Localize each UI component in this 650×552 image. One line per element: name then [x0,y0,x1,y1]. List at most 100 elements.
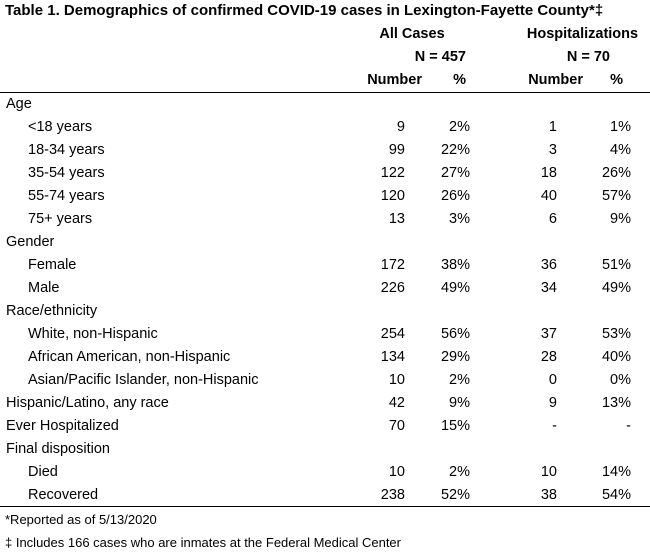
all-cases-number: 10 [388,372,405,388]
row-label: 75+ years [28,211,93,227]
hospitalizations-number: 9 [548,395,557,411]
hospitalizations-number: 34 [540,280,557,296]
all-cases-percent: 56% [440,326,470,342]
row-label: Age [6,96,32,112]
all-cases-percent: 52% [440,487,470,503]
row-label: Ever Hospitalized [6,418,119,434]
table-row: 55-74 years 120 26% 40 57% [0,185,650,208]
hospitalizations-number: 6 [548,211,557,227]
all-cases-percent: 29% [440,349,470,365]
number-header-all: Number [367,72,422,88]
hospitalizations-percent: 49% [601,280,631,296]
all-cases-percent: 9% [449,395,470,411]
row-label: Final disposition [6,441,110,457]
all-cases-percent: 27% [440,165,470,181]
hospitalizations-number: 3 [548,142,557,158]
all-cases-number: 10 [388,464,405,480]
percent-header-all: % [453,72,466,88]
row-label: Race/ethnicity [6,303,98,319]
hospitalizations-percent: 57% [601,188,631,204]
footer-divider [0,506,650,507]
row-label: <18 years [28,119,93,135]
all-cases-number: 70 [388,418,405,434]
all-cases-percent: 22% [440,142,470,158]
hospitalizations-number: 38 [540,487,557,503]
all-cases-number: 254 [380,326,405,342]
all-cases-number: 172 [380,257,405,273]
header-divider [0,92,650,93]
row-label: White, non-Hispanic [28,326,158,342]
row-label: African American, non-Hispanic [28,349,231,365]
table-row: Asian/Pacific Islander, non-Hispanic 10 2%… [0,369,650,392]
table-row: 35-54 years 122 27% 18 26% [0,162,650,185]
hospitalizations-number: 18 [540,165,557,181]
hospitalizations-number: 28 [540,349,557,365]
table-row: African American, non-Hispanic 134 29% 28 40… [0,346,650,369]
all-cases-number: 238 [380,487,405,503]
hospitalizations-percent: 54% [601,487,631,503]
table-row: Ever Hospitalized 70 15% - - [0,415,650,438]
row-label: 55-74 years [28,188,105,204]
all-cases-percent: 26% [440,188,470,204]
all-cases-percent: 3% [449,211,470,227]
table-row: White, non-Hispanic 254 56% 37 53% [0,323,650,346]
row-label: Hispanic/Latino, any race [6,395,169,411]
row-label: Gender [6,234,55,250]
table-title: Table 1. Demographics of confirmed COVID… [5,2,604,19]
row-label: 18-34 years [28,142,105,158]
hospitalizations-percent: 26% [601,165,631,181]
all-cases-percent: 2% [449,372,470,388]
table-row: Hispanic/Latino, any race 42 9% 9 13% [0,392,650,415]
table-row: Gender [0,231,650,254]
table-row: Died 10 2% 10 14% [0,461,650,484]
all-cases-percent: 2% [449,119,470,135]
hospitalizations-number: 0 [548,372,557,388]
all-cases-number: 13 [388,211,405,227]
all-cases-n: N = 457 [414,49,466,65]
hospitalizations-percent: 51% [601,257,631,273]
hospitalizations-percent: 14% [601,464,631,480]
table-row: Recovered 238 52% 38 54% [0,484,650,507]
hospitalizations-header: Hospitalizations [526,26,639,42]
table-row: Age [0,93,650,116]
all-cases-percent: 49% [440,280,470,296]
table-row: 75+ years 13 3% 6 9% [0,208,650,231]
hospitalizations-percent: - [626,418,631,434]
hospitalizations-percent: 1% [610,119,631,135]
all-cases-number: 122 [380,165,405,181]
table-row: <18 years 9 2% 1 1% [0,116,650,139]
row-label: Died [28,464,58,480]
table-row: Female 172 38% 36 51% [0,254,650,277]
all-cases-number: 120 [380,188,405,204]
table-row: Race/ethnicity [0,300,650,323]
row-label: Asian/Pacific Islander, non-Hispanic [28,372,259,388]
hospitalizations-percent: 9% [610,211,631,227]
row-label: 35-54 years [28,165,105,181]
all-cases-number: 42 [388,395,405,411]
hospitalizations-number: 37 [540,326,557,342]
hospitalizations-percent: 53% [601,326,631,342]
hospitalizations-number: 36 [540,257,557,273]
hospitalizations-number: - [552,418,557,434]
table-row: Final disposition [0,438,650,461]
hospitalizations-number: 1 [548,119,557,135]
all-cases-number: 134 [380,349,405,365]
footnote-reported-date: *Reported as of 5/13/2020 [5,512,157,527]
hospitalizations-percent: 4% [610,142,631,158]
footnote-inmates: ‡ Includes 166 cases who are inmates at … [5,535,401,550]
all-cases-percent: 2% [449,464,470,480]
all-cases-percent: 38% [440,257,470,273]
table-row: Male 226 49% 34 49% [0,277,650,300]
row-label: Female [28,257,77,273]
all-cases-number: 226 [380,280,405,296]
all-cases-header: All Cases [379,26,445,42]
number-header-hosp: Number [528,72,583,88]
all-cases-number: 9 [396,119,405,135]
hospitalizations-percent: 40% [601,349,631,365]
hospitalizations-percent: 13% [601,395,631,411]
row-label: Recovered [28,487,99,503]
percent-header-hosp: % [610,72,623,88]
all-cases-number: 99 [388,142,405,158]
hospitalizations-number: 40 [540,188,557,204]
hospitalizations-n: N = 70 [566,49,610,65]
